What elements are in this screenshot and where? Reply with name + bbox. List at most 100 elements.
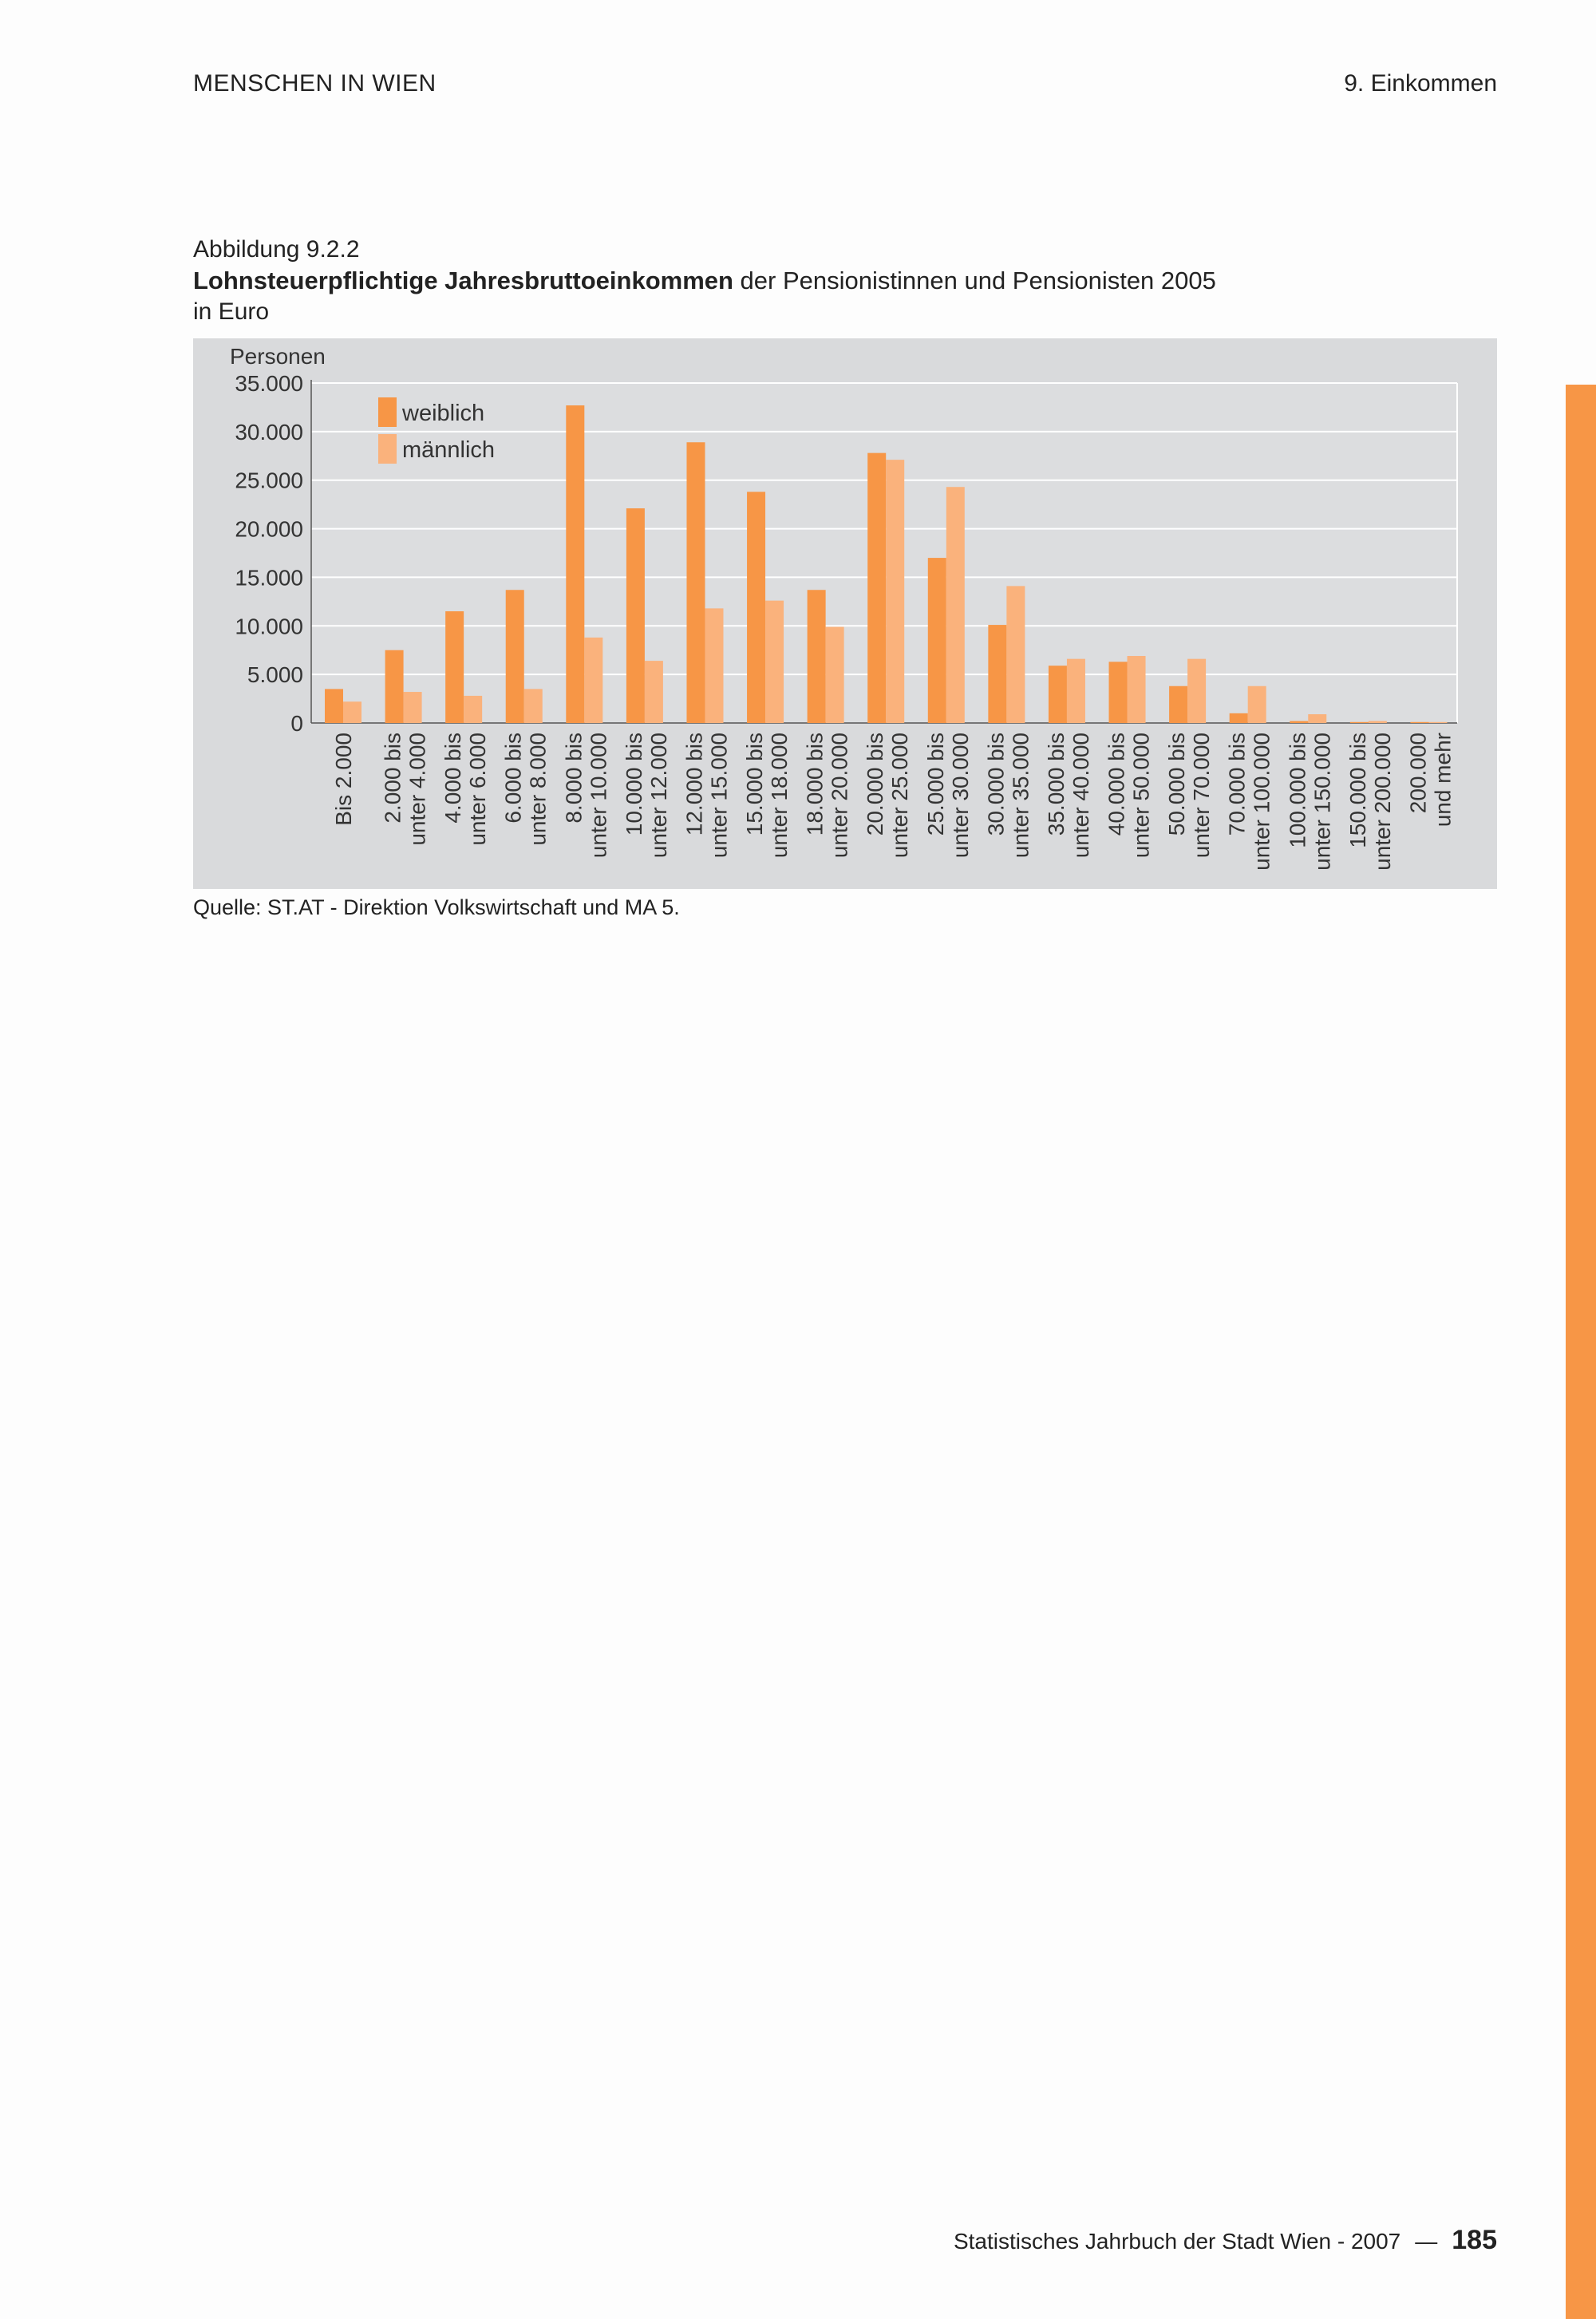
- bar-weiblich: [1169, 685, 1188, 723]
- x-tick-label: unter 35.000: [1008, 733, 1033, 858]
- figure-title: Lohnsteuerpflichtige Jahresbruttoeinkomm…: [193, 267, 1216, 295]
- page-number: 185: [1452, 2225, 1497, 2255]
- bar-maennlich: [464, 695, 483, 723]
- bar-maennlich: [584, 637, 603, 723]
- x-tick-label: unter 12.000: [646, 733, 671, 858]
- bar-weiblich: [988, 625, 1007, 723]
- legend-label: männlich: [402, 437, 495, 463]
- y-tick-label: 35.000: [235, 371, 303, 396]
- x-tick-label: unter 10.000: [586, 733, 610, 858]
- x-tick-label: 200.000: [1405, 733, 1430, 813]
- bar-maennlich: [1006, 586, 1025, 723]
- side-accent-bar: [1566, 385, 1596, 2319]
- x-tick-label: unter 150.000: [1310, 733, 1334, 871]
- bar-maennlich: [1187, 658, 1207, 723]
- bar-weiblich: [445, 611, 464, 723]
- x-tick-label: unter 30.000: [948, 733, 973, 858]
- x-tick-label: unter 70.000: [1189, 733, 1214, 858]
- x-tick-label: 10.000 bis: [622, 733, 646, 836]
- y-tick-label: 25.000: [235, 468, 303, 493]
- running-header-section: MENSCHEN IN WIEN: [193, 70, 437, 97]
- legend-swatch: [378, 434, 397, 464]
- bar-weiblich: [1229, 713, 1248, 723]
- bar-weiblich: [626, 508, 645, 723]
- bar-weiblich: [686, 442, 705, 723]
- bar-weiblich: [325, 689, 343, 723]
- x-tick-label: unter 6.000: [465, 733, 490, 846]
- bar-maennlich: [705, 608, 724, 723]
- bar-maennlich: [403, 692, 422, 723]
- y-tick-label: 0: [290, 711, 303, 736]
- x-tick-label: 50.000 bis: [1164, 733, 1189, 836]
- legend-label: weiblich: [401, 401, 484, 426]
- bar-maennlich: [1368, 721, 1387, 723]
- y-axis-title: Personen: [230, 344, 326, 369]
- x-tick-label: 100.000 bis: [1285, 733, 1310, 848]
- bar-maennlich: [886, 460, 905, 723]
- x-tick-label: 12.000 bis: [681, 733, 706, 836]
- bar-maennlich: [644, 661, 663, 723]
- x-tick-label: 30.000 bis: [983, 733, 1008, 836]
- bar-weiblich: [1410, 721, 1429, 723]
- figure-source: Quelle: ST.AT - Direktion Volkswirtschaf…: [193, 895, 680, 919]
- running-header-chapter: 9. Einkommen: [1344, 70, 1497, 97]
- bar-weiblich: [747, 492, 766, 723]
- bar-weiblich: [1108, 662, 1128, 723]
- x-tick-label: unter 50.000: [1129, 733, 1154, 858]
- bar-weiblich: [385, 650, 404, 723]
- bar-maennlich: [946, 487, 965, 723]
- footer-publication: Statistisches Jahrbuch der Stadt Wien - …: [953, 2229, 1401, 2254]
- x-tick-label: unter 100.000: [1250, 733, 1274, 871]
- x-tick-label: unter 18.000: [767, 733, 792, 858]
- bar-weiblich: [505, 590, 524, 723]
- figure-title-rest: der Pensionistinnen und Pensionisten 200…: [733, 267, 1216, 294]
- figure-label: Abbildung 9.2.2: [193, 236, 360, 263]
- x-tick-label: unter 8.000: [526, 733, 551, 846]
- x-tick-label: 6.000 bis: [501, 733, 526, 824]
- bar-weiblich: [566, 405, 585, 723]
- x-tick-label: 4.000 bis: [440, 733, 465, 824]
- bar-maennlich: [1127, 656, 1146, 723]
- y-tick-label: 30.000: [235, 420, 303, 444]
- bar-maennlich: [1308, 714, 1327, 723]
- x-tick-label: unter 40.000: [1069, 733, 1093, 858]
- x-tick-label: unter 200.000: [1370, 733, 1395, 871]
- x-tick-label: 35.000 bis: [1044, 733, 1069, 836]
- x-tick-label: 15.000 bis: [742, 733, 767, 836]
- bar-maennlich: [523, 689, 543, 723]
- figure-unit: in Euro: [193, 298, 270, 325]
- x-tick-label: 8.000 bis: [561, 733, 586, 824]
- bar-maennlich: [765, 600, 784, 723]
- x-tick-label: unter 20.000: [828, 733, 852, 858]
- bar-chart: 0 5.000 10.000 15.000 20.000 25.000 30.000 35.0…: [230, 344, 1458, 871]
- x-tick-label: 2.000 bis: [381, 733, 405, 824]
- y-tick-label: 5.000: [247, 662, 303, 687]
- figure-title-bold: Lohnsteuerpflichtige Jahresbruttoeinkomm…: [193, 267, 733, 294]
- bar-maennlich: [343, 701, 361, 723]
- x-tick-label: unter 25.000: [887, 733, 912, 858]
- bar-weiblich: [1048, 666, 1067, 723]
- x-tick-label: 40.000 bis: [1104, 733, 1129, 836]
- bar-weiblich: [867, 452, 887, 723]
- x-tick-label: 150.000 bis: [1345, 733, 1370, 848]
- legend-swatch: [378, 397, 397, 427]
- x-tick-label: 25.000 bis: [923, 733, 948, 836]
- bar-weiblich: [807, 590, 826, 723]
- bar-maennlich: [825, 626, 844, 723]
- bar-weiblich: [1290, 721, 1309, 723]
- x-tick-label: unter 15.000: [706, 733, 731, 858]
- x-tick-label: unter 4.000: [405, 733, 430, 846]
- x-tick-label: und mehr: [1430, 733, 1455, 827]
- y-tick-label: 20.000: [235, 517, 303, 542]
- x-tick-label: 70.000 bis: [1225, 733, 1250, 836]
- y-tick-label: 10.000: [235, 614, 303, 638]
- bar-maennlich: [1428, 721, 1448, 723]
- chart-panel: 0 5.000 10.000 15.000 20.000 25.000 30.000 35.0…: [193, 338, 1497, 889]
- bar-maennlich: [1066, 658, 1085, 723]
- bar-maennlich: [1247, 685, 1266, 723]
- y-tick-label: 15.000: [235, 565, 303, 590]
- bar-weiblich: [927, 558, 946, 723]
- x-tick-label: 18.000 bis: [803, 733, 828, 836]
- x-tick-label: 20.000 bis: [863, 733, 887, 836]
- footer-dash: —: [1415, 2229, 1438, 2254]
